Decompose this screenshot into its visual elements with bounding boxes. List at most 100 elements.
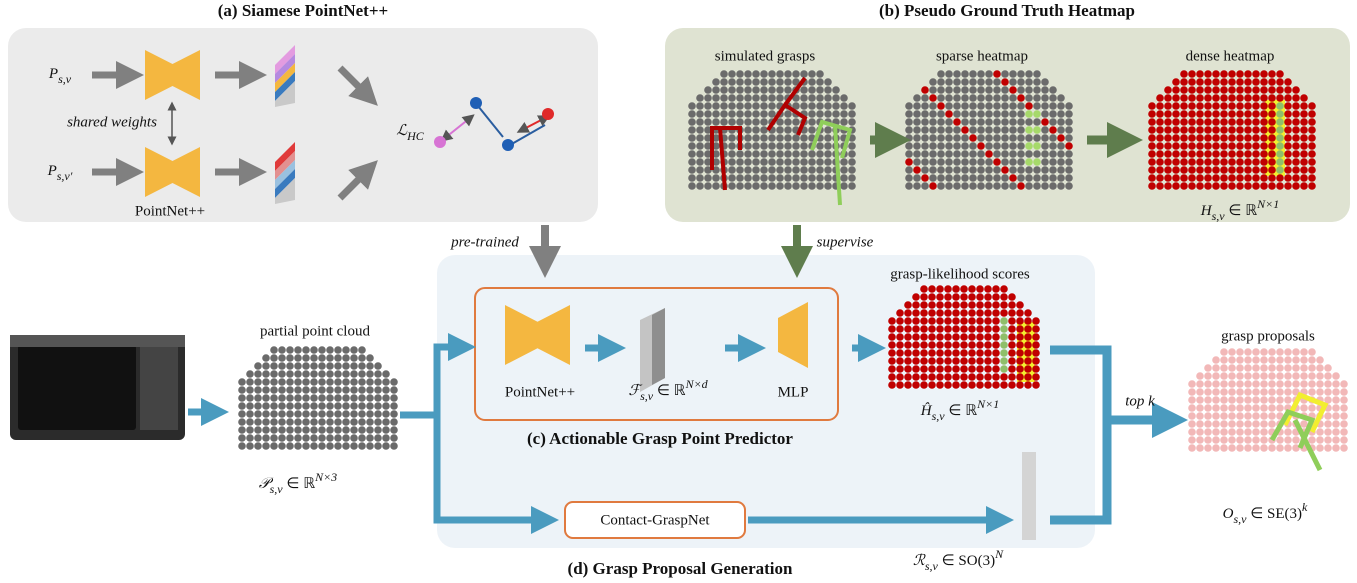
point [696,126,704,134]
point [1212,166,1220,174]
point [1252,78,1260,86]
point [1065,134,1073,142]
point [1340,412,1348,420]
point [968,357,976,365]
point [913,150,921,158]
point [294,410,302,418]
point [1017,94,1025,102]
point [1236,436,1244,444]
point [905,134,913,142]
point [350,418,358,426]
point [913,126,921,134]
point [1188,404,1196,412]
point [896,341,904,349]
point [976,333,984,341]
point [1292,86,1300,94]
point [1008,317,1016,325]
point [318,426,326,434]
point [350,434,358,442]
point [1220,372,1228,380]
point [374,370,382,378]
point [390,434,398,442]
point [1220,70,1228,78]
point [1009,150,1017,158]
point [912,293,920,301]
point [1268,118,1276,126]
point [896,309,904,317]
point [824,158,832,166]
point [1204,158,1212,166]
point [688,174,696,182]
point [366,426,374,434]
point [760,94,768,102]
point [1292,436,1300,444]
point [278,426,286,434]
point [1049,182,1057,190]
point [342,346,350,354]
point [1196,78,1204,86]
point [286,394,294,402]
point [366,386,374,394]
point [1236,174,1244,182]
point [928,333,936,341]
point [374,402,382,410]
point [953,78,961,86]
point [1156,94,1164,102]
point [1212,388,1220,396]
point [977,78,985,86]
point [1033,150,1041,158]
point [993,166,1001,174]
point [1196,182,1204,190]
point [1001,126,1009,134]
point [1212,396,1220,404]
point [1204,420,1212,428]
point [1300,174,1308,182]
point [945,142,953,150]
point [1276,404,1284,412]
point [976,341,984,349]
point [953,142,961,150]
point [848,158,856,166]
point [696,142,704,150]
point [1292,126,1300,134]
point [1220,388,1228,396]
point [1252,134,1260,142]
point [993,86,1001,94]
point [977,126,985,134]
mlp-label: MLP [778,384,809,400]
point [1204,388,1212,396]
point [246,378,254,386]
point [342,362,350,370]
point [936,317,944,325]
point [945,126,953,134]
point [342,410,350,418]
point [928,373,936,381]
point [294,442,302,450]
point [824,134,832,142]
point [1164,94,1172,102]
point [913,142,921,150]
point [1204,142,1212,150]
point [936,341,944,349]
point [1033,78,1041,86]
point [712,182,720,190]
point [1180,126,1188,134]
point [1057,102,1065,110]
point [374,394,382,402]
point [270,442,278,450]
point [262,402,270,410]
point [334,354,342,362]
point [1228,102,1236,110]
point [976,309,984,317]
point [688,158,696,166]
point [704,182,712,190]
point [1260,134,1268,142]
point [302,442,310,450]
point [953,102,961,110]
point [928,309,936,317]
encoder-label: PointNet++ [505,384,575,400]
point [728,182,736,190]
point [1212,86,1220,94]
point [984,357,992,365]
point [904,357,912,365]
